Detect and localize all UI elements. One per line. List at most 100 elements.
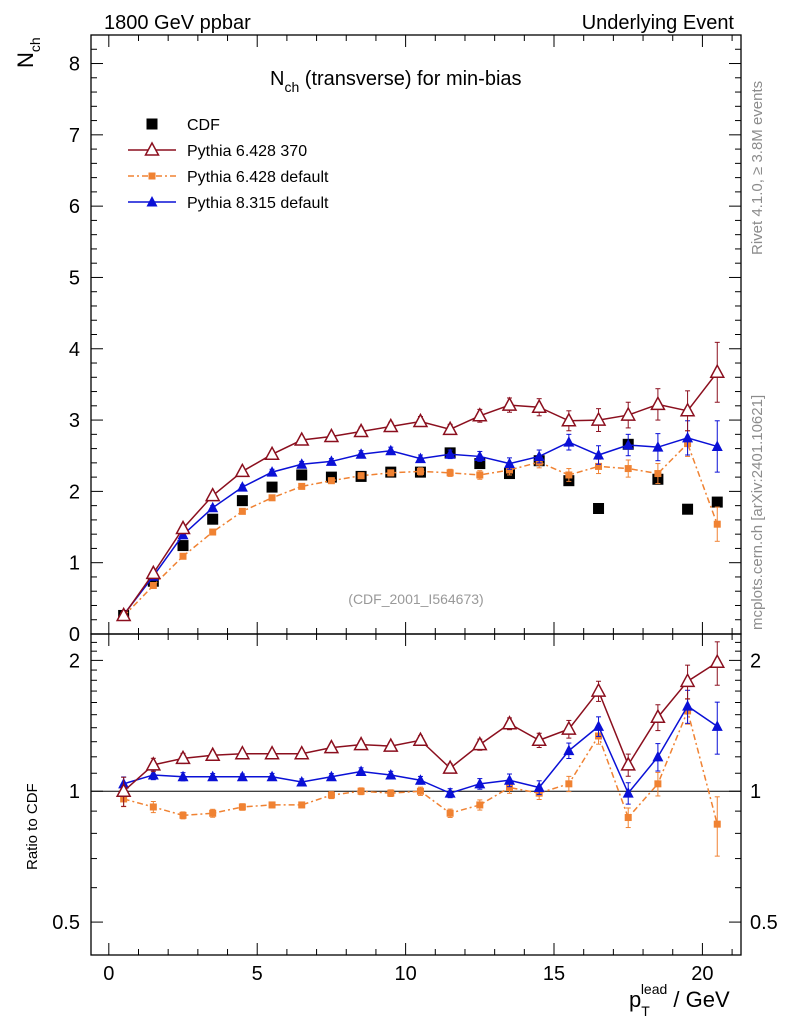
ratio-point-3 bbox=[593, 720, 605, 731]
y-tick-label: 3 bbox=[69, 410, 80, 432]
legend-marker-2 bbox=[148, 172, 156, 180]
ratio-point-2 bbox=[713, 820, 721, 828]
x-tick-label: 0 bbox=[103, 963, 114, 985]
ratio-point-3 bbox=[682, 700, 694, 711]
header-left: 1800 GeV ppbar bbox=[104, 12, 251, 34]
data-point-2 bbox=[654, 470, 662, 478]
ratio-point-2 bbox=[357, 787, 365, 795]
ratio-tick-label-right: 1 bbox=[750, 781, 761, 803]
data-point-2 bbox=[238, 507, 246, 515]
data-point-3 bbox=[207, 501, 219, 513]
ratio-point-2 bbox=[446, 809, 454, 817]
ratio-point-3 bbox=[474, 777, 486, 789]
legend-label-2: Pythia 6.428 default bbox=[187, 169, 329, 186]
ratio-point-3 bbox=[711, 720, 723, 731]
ratio-point-3 bbox=[503, 774, 515, 785]
y-tick-label: 8 bbox=[69, 54, 80, 76]
ratio-point-3 bbox=[622, 787, 634, 798]
y-axis-label: Nch bbox=[13, 37, 43, 68]
data-point-1 bbox=[293, 431, 310, 446]
data-point-0 bbox=[296, 469, 308, 481]
data-point-1 bbox=[590, 411, 607, 426]
data-point-0 bbox=[236, 495, 248, 507]
data-point-2 bbox=[268, 494, 276, 502]
ratio-point-3 bbox=[355, 765, 367, 777]
ratio-point-1 bbox=[531, 731, 547, 747]
ratio-point-3 bbox=[652, 750, 664, 762]
ratio-point-1 bbox=[204, 746, 221, 761]
legend-marker-0 bbox=[146, 118, 158, 130]
data-point-0 bbox=[147, 575, 159, 587]
ratio-point-2 bbox=[298, 801, 306, 809]
data-point-1 bbox=[234, 462, 251, 478]
ratio-point-1 bbox=[353, 736, 369, 751]
data-point-1 bbox=[115, 606, 132, 622]
ratio-point-1 bbox=[620, 756, 636, 771]
ratio-point-2 bbox=[565, 780, 573, 788]
ratio-tick-label-right: 2 bbox=[750, 650, 761, 672]
legend-marker-1 bbox=[144, 141, 160, 156]
ratio-point-3 bbox=[533, 781, 545, 792]
ratio-point-1 bbox=[709, 653, 726, 669]
ratio-point-1 bbox=[590, 682, 607, 697]
data-point-1 bbox=[412, 412, 429, 428]
legend-marker-3 bbox=[146, 196, 158, 207]
y-tick-label: 0 bbox=[69, 624, 80, 646]
main-plot-data bbox=[115, 341, 726, 622]
y-tick-label: 5 bbox=[69, 267, 80, 289]
ratio-point-2 bbox=[624, 814, 632, 822]
legend-label-3: Pythia 8.315 default bbox=[187, 195, 329, 212]
ratio-point-2 bbox=[416, 787, 424, 795]
ratio-point-1 bbox=[293, 745, 310, 760]
data-point-2 bbox=[149, 582, 157, 590]
ratio-point-1 bbox=[442, 759, 458, 774]
data-point-3 bbox=[325, 455, 337, 466]
data-point-0 bbox=[593, 502, 605, 514]
ratio-point-2 bbox=[654, 780, 662, 788]
data-point-1 bbox=[679, 402, 696, 417]
axis-ticks: 0 5 10 15 20 0 1 2 3 4 5 6 7 8 0.5 0.5 1 1 2 2 bbox=[52, 35, 778, 985]
data-point-2 bbox=[298, 482, 306, 490]
ratio-point-1 bbox=[412, 731, 429, 747]
ratio-series-line-2 bbox=[123, 708, 718, 825]
data-point-3 bbox=[563, 436, 575, 447]
data-point-2 bbox=[624, 465, 632, 473]
data-point-1 bbox=[442, 420, 458, 436]
data-point-0 bbox=[474, 458, 486, 470]
data-point-0 bbox=[325, 471, 337, 483]
ratio-point-1 bbox=[383, 737, 399, 752]
legend: CDF Pythia 6.428 370 Pythia 6.428 default P… bbox=[128, 117, 329, 212]
x-tick-label: 5 bbox=[252, 963, 263, 985]
ratio-point-2 bbox=[268, 801, 276, 809]
rivet-label: Rivet 4.1.0, ≥ 3.8M events bbox=[749, 81, 766, 255]
data-point-2 bbox=[595, 462, 603, 470]
data-point-2 bbox=[476, 471, 484, 479]
ratio-y-label: Ratio to CDF bbox=[24, 783, 41, 870]
data-point-1 bbox=[561, 412, 577, 427]
ratio-tick-label: 1 bbox=[69, 781, 80, 803]
data-point-3 bbox=[682, 431, 694, 443]
ratio-point-3 bbox=[236, 770, 248, 782]
data-point-3 bbox=[385, 444, 397, 456]
y-tick-label: 1 bbox=[69, 553, 80, 575]
data-point-3 bbox=[444, 448, 456, 459]
data-point-3 bbox=[711, 440, 723, 451]
ratio-tick-label-right: 0.5 bbox=[750, 912, 778, 934]
data-point-3 bbox=[474, 450, 486, 461]
ratio-point-3 bbox=[207, 770, 219, 782]
data-point-1 bbox=[323, 427, 340, 443]
data-point-3 bbox=[622, 439, 634, 450]
data-point-2 bbox=[505, 466, 513, 474]
data-point-1 bbox=[264, 445, 280, 461]
data-point-1 bbox=[650, 395, 666, 411]
ratio-point-2 bbox=[327, 791, 335, 799]
x-tick-label: 20 bbox=[691, 963, 713, 985]
ratio-point-2 bbox=[476, 801, 484, 809]
ratio-point-1 bbox=[501, 715, 518, 730]
data-point-3 bbox=[266, 466, 278, 477]
x-axis-label: pTlead / GeV bbox=[629, 981, 730, 1019]
series-line-2 bbox=[123, 442, 718, 617]
ratio-point-2 bbox=[238, 803, 246, 811]
data-point-3 bbox=[533, 450, 545, 461]
